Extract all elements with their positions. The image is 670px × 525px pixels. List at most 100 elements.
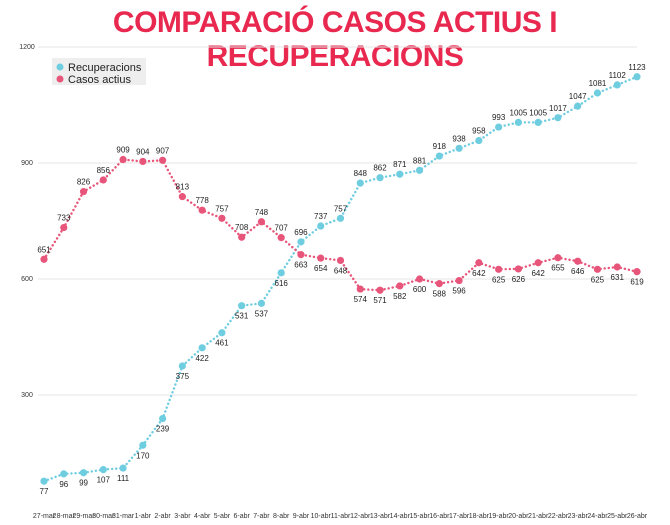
data-point-recuperacions (198, 344, 206, 352)
legend-marker-recuperacions (56, 63, 64, 71)
x-tick-label: 7-abr (253, 513, 270, 520)
data-label-casos-actius: 642 (472, 269, 486, 278)
data-label-casos-actius: 907 (156, 146, 170, 155)
data-label-casos-actius: 909 (116, 146, 130, 155)
data-label-casos-actius: 625 (591, 275, 605, 284)
legend-label-recuperacions: Recuperacions (68, 62, 142, 74)
data-point-casos-actius (40, 255, 48, 263)
x-tick-label: 12-abr (350, 513, 371, 520)
data-point-casos-actius (60, 223, 68, 232)
data-label-casos-actius: 856 (97, 166, 111, 175)
x-tick-label: 30-mar (92, 513, 115, 520)
x-tick-label: 11-abr (331, 513, 351, 520)
data-label-recuperacions: 938 (452, 134, 466, 143)
x-tick-label: 16-abr (429, 513, 450, 520)
data-label-recuperacions: 461 (215, 339, 229, 348)
data-label-recuperacions: 422 (195, 354, 209, 363)
x-tick-label: 20-abr (508, 513, 529, 520)
data-label-casos-actius: 600 (413, 285, 427, 294)
data-point-recuperacions (119, 464, 127, 472)
data-label-casos-actius: 904 (136, 147, 150, 156)
data-label-recuperacions: 96 (59, 480, 68, 489)
x-tick-label: 10-abr (311, 513, 332, 520)
data-label-recuperacions: 107 (97, 476, 111, 485)
data-label-recuperacions: 1005 (510, 108, 528, 117)
x-tick-label: 4-abr (194, 513, 211, 520)
data-point-recuperacions (554, 114, 562, 122)
data-point-recuperacions (257, 299, 266, 307)
data-point-casos-actius (336, 256, 345, 265)
data-point-recuperacions (415, 166, 424, 174)
data-point-casos-actius (178, 193, 186, 201)
data-label-casos-actius: 646 (571, 267, 585, 276)
data-point-recuperacions (514, 118, 523, 126)
data-point-recuperacions (99, 466, 107, 474)
data-point-casos-actius (514, 265, 523, 273)
data-label-casos-actius: 655 (551, 264, 565, 273)
y-tick-label: 900 (21, 160, 33, 167)
data-label-casos-actius: 826 (77, 178, 91, 187)
data-label-recuperacions: 1123 (628, 63, 646, 72)
data-label-casos-actius: 619 (630, 278, 644, 287)
data-label-recuperacions: 881 (413, 156, 427, 165)
x-tick-label: 1-abr (135, 513, 152, 520)
x-tick-label: 8-abr (273, 513, 290, 520)
data-point-casos-actius (277, 234, 285, 242)
x-tick-label: 29-mar (72, 513, 95, 520)
data-label-recuperacions: 1047 (569, 92, 587, 101)
data-label-casos-actius: 582 (393, 292, 407, 301)
data-label-recuperacions: 862 (373, 164, 387, 173)
data-label-casos-actius: 626 (512, 275, 526, 284)
data-point-recuperacions (139, 441, 147, 449)
data-label-recuperacions: 737 (314, 212, 328, 221)
data-label-recuperacions: 848 (354, 169, 368, 178)
data-label-casos-actius: 757 (215, 204, 229, 213)
data-labels: 77 651 96 733 99 826 107 856 111 909 170 904 239 907 3… (37, 63, 646, 496)
data-point-recuperacions (317, 222, 325, 230)
data-point-casos-actius (376, 286, 384, 294)
data-point-recuperacions (297, 238, 305, 246)
x-tick-label: 18-abr (469, 513, 490, 520)
data-label-recuperacions: 531 (235, 312, 249, 321)
data-label-casos-actius: 663 (294, 261, 308, 270)
data-label-casos-actius: 733 (57, 214, 71, 223)
data-label-casos-actius: 642 (531, 269, 545, 278)
data-label-casos-actius: 748 (255, 208, 269, 217)
x-tick-label: 22-abr (548, 513, 569, 520)
data-point-casos-actius (475, 259, 483, 267)
data-point-recuperacions (593, 89, 602, 97)
legend-label-casos-actius: Casos actius (68, 74, 131, 86)
y-axis: 300 600 900 1200 (19, 44, 35, 399)
data-label-recuperacions: 1102 (609, 71, 627, 80)
data-point-casos-actius (633, 268, 641, 276)
data-label-casos-actius: 596 (452, 287, 466, 296)
data-point-recuperacions (396, 170, 404, 178)
x-tick-label: 6-abr (233, 513, 250, 520)
legend-marker-casos-actius (56, 75, 64, 83)
data-label-recuperacions: 1017 (549, 104, 567, 113)
data-point-casos-actius (139, 157, 147, 166)
data-point-casos-actius (119, 155, 127, 164)
y-tick-label: 1200 (19, 44, 35, 51)
data-label-casos-actius: 588 (433, 290, 447, 299)
data-point-casos-actius (534, 259, 542, 267)
y-tick-label: 600 (21, 276, 33, 283)
data-label-casos-actius: 813 (176, 183, 190, 192)
data-point-recuperacions (455, 144, 463, 152)
data-label-recuperacions: 1005 (529, 108, 547, 117)
y-tick-label: 300 (21, 392, 33, 399)
data-point-recuperacions (574, 102, 582, 110)
data-point-casos-actius (218, 214, 226, 222)
data-label-recuperacions: 616 (275, 279, 289, 288)
data-label-recuperacions: 170 (136, 451, 150, 460)
data-point-recuperacions (159, 414, 167, 423)
chart-title: COMPARACIÓ CASOS ACTIUS I RECUPERACIONS (112, 6, 558, 73)
x-tick-label: 25-abr (607, 513, 628, 520)
data-label-casos-actius: 625 (492, 275, 506, 284)
data-point-casos-actius (198, 206, 206, 214)
data-point-casos-actius (415, 275, 424, 283)
data-point-recuperacions (40, 477, 48, 485)
x-tick-label: 31-mar (112, 513, 135, 520)
